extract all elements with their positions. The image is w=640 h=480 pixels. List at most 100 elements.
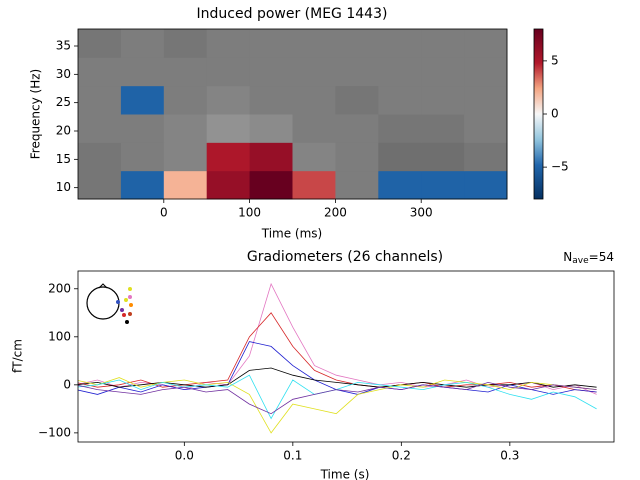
heatmap-cell	[378, 57, 422, 87]
colorbar-tick-label: 5	[551, 53, 559, 67]
heatmap-cell	[464, 142, 508, 172]
heatmap-cell	[421, 29, 465, 58]
heatmap-cell	[464, 170, 508, 200]
plot-frame	[77, 28, 508, 200]
heatmap-cell	[163, 114, 208, 143]
y-tick-label: 0	[63, 377, 71, 391]
heatmap-cell	[78, 142, 122, 172]
heatmap-cell	[421, 142, 465, 172]
annotation-subscript: ave	[572, 256, 589, 266]
x-tick-label: 300	[410, 206, 433, 220]
x-tick-label: 200	[324, 206, 347, 220]
heatmap-cell	[335, 85, 379, 115]
chart-title: Gradiometers (26 channels)	[247, 249, 443, 265]
chart-title: Induced power (MEG 1443)	[197, 6, 388, 22]
heatmap-cell	[464, 85, 508, 115]
heatmap-cell	[378, 29, 422, 58]
x-axis-label: Time (s)	[320, 468, 370, 480]
y-tick-label: 15	[56, 152, 71, 166]
x-tick-label: 0.1	[283, 449, 302, 463]
heatmap-cell	[206, 170, 251, 200]
heatmap-cell	[335, 57, 379, 87]
heatmap-cell	[292, 57, 336, 87]
heatmap-cell	[78, 85, 122, 115]
heatmap-cell	[249, 57, 293, 87]
heatmap-cell	[163, 85, 208, 115]
heatmap-cell	[78, 114, 122, 143]
heatmap-cell	[206, 142, 251, 172]
heatmap-cell	[249, 114, 293, 143]
colorbar-tick-label: 0	[551, 107, 559, 121]
heatmap-cell	[163, 170, 208, 200]
x-axis-label: Time (ms)	[261, 227, 323, 241]
heatmap-cell	[378, 114, 422, 143]
y-tick-label: 35	[56, 39, 71, 53]
x-tick-label: 0.3	[500, 449, 519, 463]
y-tick-label: 30	[56, 67, 71, 81]
heatmap-cell	[292, 170, 336, 200]
heatmap-cell	[120, 57, 165, 87]
heatmap-cell	[421, 57, 465, 87]
heatmap-cell	[378, 85, 422, 115]
heatmap-cell	[335, 142, 379, 172]
heatmap-cell	[206, 85, 251, 115]
y-tick-label: −100	[38, 425, 71, 439]
heatmap-cell	[249, 29, 293, 58]
heatmap-cell	[378, 170, 422, 200]
heatmap-cell	[421, 114, 465, 143]
heatmap-cell	[120, 142, 165, 172]
y-tick-label: 25	[56, 95, 71, 109]
y-axis-label: Frequency (Hz)	[29, 69, 43, 160]
heatmap-cell	[249, 85, 293, 115]
x-tick-label: 0.0	[175, 449, 194, 463]
x-tick-label: 0.2	[392, 449, 411, 463]
heatmap-cell	[120, 85, 165, 115]
heatmap-cell	[78, 57, 122, 87]
heatmap-cell	[249, 142, 293, 172]
y-tick-label: 20	[56, 124, 71, 138]
heatmap-cell	[206, 114, 251, 143]
heatmap-cell	[292, 114, 336, 143]
channel-line	[78, 377, 597, 434]
channel-line	[78, 282, 597, 395]
heatmap-cell	[163, 57, 208, 87]
heatmap-cell	[249, 170, 293, 200]
x-tick-label: 0	[160, 206, 168, 220]
heatmap-cell	[378, 142, 422, 172]
sensor-inset	[86, 283, 133, 324]
series-group	[78, 282, 597, 434]
heatmap-cell	[163, 29, 208, 58]
channel-line	[78, 381, 597, 415]
heatmap-cell	[421, 170, 465, 200]
heatmap-cell	[335, 170, 379, 200]
channel-line	[78, 312, 597, 393]
heatmap-cell	[206, 29, 251, 58]
y-tick-label: 200	[48, 281, 71, 295]
heatmap-cell	[464, 29, 508, 58]
channel-line	[78, 374, 597, 420]
heatmap-cell	[335, 114, 379, 143]
colorbar-tick-label: −5	[551, 160, 569, 174]
heatmap-cell	[464, 57, 508, 87]
heatmap-cell	[292, 142, 336, 172]
heatmap-cell	[120, 114, 165, 143]
heatmap-cell	[464, 114, 508, 143]
heatmap-cell	[120, 29, 165, 58]
heatmap-cell	[120, 170, 165, 200]
heatmap-cell	[78, 29, 122, 58]
y-tick-label: 100	[48, 329, 71, 343]
y-axis-label: fT/cm	[11, 339, 25, 373]
annotation-symbol: N	[563, 250, 572, 264]
annotation: Nave=54	[563, 250, 614, 266]
heatmap-cell	[292, 29, 336, 58]
heatmap-cell	[206, 57, 251, 87]
x-tick-label: 100	[238, 206, 261, 220]
y-tick-label: 10	[56, 180, 71, 194]
plot-layers: 0 100 200 300 10 15 20 25 30 35 −5 0 5 0.0 0.1 0.2 0.3 −1…	[38, 28, 615, 463]
plot-frame	[77, 270, 615, 443]
heatmap-cell	[335, 29, 379, 58]
colorbar	[533, 28, 544, 200]
heatmap-cell	[292, 85, 336, 115]
heatmap-cell	[421, 85, 465, 115]
